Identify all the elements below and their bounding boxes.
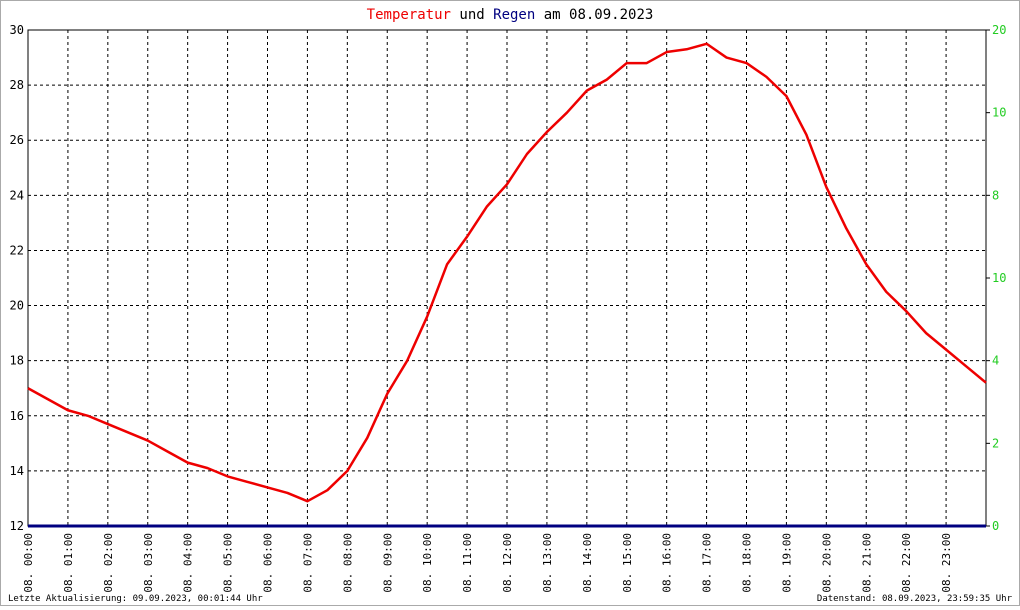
x-tick-label: 08. 18:00 — [741, 533, 754, 593]
y-tick-label: 30 — [10, 23, 24, 37]
y-tick-label: 18 — [10, 354, 24, 368]
x-tick-label: 08. 02:00 — [102, 533, 115, 593]
x-tick-label: 08. 01:00 — [62, 533, 75, 593]
x-tick-label: 08. 04:00 — [182, 533, 195, 593]
title-part: am 08.09.2023 — [544, 7, 654, 23]
y-tick-label: 20 — [10, 299, 24, 313]
x-tick-label: 08. 21:00 — [860, 533, 873, 593]
x-tick-label: 08. 17:00 — [701, 533, 714, 593]
x-tick-label: 08. 20:00 — [820, 533, 833, 593]
y2-tick-label: 4 — [992, 354, 999, 368]
y2-tick-label: 2 — [992, 436, 999, 450]
title-part: und — [459, 7, 484, 23]
y-tick-label: 16 — [10, 409, 24, 423]
x-tick-label: 08. 23:00 — [940, 533, 953, 593]
x-tick-label: 08. 22:00 — [900, 533, 913, 593]
y-tick-label: 12 — [10, 519, 24, 533]
y2-tick-label: 20 — [992, 23, 1006, 37]
x-tick-label: 08. 11:00 — [461, 533, 474, 593]
x-tick-label: 08. 12:00 — [501, 533, 514, 593]
x-tick-label: 08. 19:00 — [780, 533, 793, 593]
title-part: Regen — [493, 7, 535, 23]
x-tick-label: 08. 10:00 — [421, 533, 434, 593]
chart-title: Temperatur und Regen am 08.09.2023 — [367, 7, 654, 23]
y-tick-label: 14 — [10, 464, 24, 478]
y-tick-label: 26 — [10, 133, 24, 147]
title-part: Temperatur — [367, 7, 451, 23]
series-line — [27, 42, 987, 503]
y-tick-label: 28 — [10, 78, 24, 92]
x-tick-label: 08. 03:00 — [142, 533, 155, 593]
x-tick-label: 08. 13:00 — [541, 533, 554, 593]
x-tick-label: 08. 15:00 — [621, 533, 634, 593]
y2-tick-label: 10 — [992, 106, 1006, 120]
y-tick-label: 22 — [10, 243, 24, 257]
x-tick-label: 08. 07:00 — [301, 533, 314, 593]
x-tick-label: 08. 00:00 — [22, 533, 35, 593]
y2-tick-label: 8 — [992, 188, 999, 202]
footer-left: Letzte Aktualisierung: 09.09.2023, 00:01… — [8, 594, 263, 604]
y2-tick-label: 0 — [992, 519, 999, 533]
x-tick-label: 08. 08:00 — [341, 533, 354, 593]
x-tick-label: 08. 05:00 — [222, 533, 235, 593]
x-tick-label: 08. 16:00 — [661, 533, 674, 593]
y-tick-label: 24 — [10, 188, 24, 202]
y2-tick-label: 10 — [992, 271, 1006, 285]
x-tick-label: 08. 09:00 — [381, 533, 394, 593]
footer-right: Datenstand: 08.09.2023, 23:59:35 Uhr — [817, 594, 1013, 604]
x-tick-label: 08. 06:00 — [262, 533, 275, 593]
x-tick-label: 08. 14:00 — [581, 533, 594, 593]
